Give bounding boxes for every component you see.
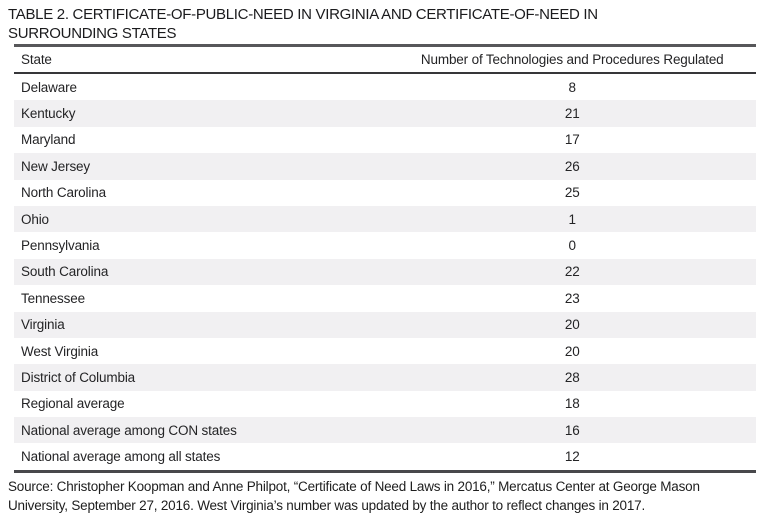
table-title: TABLE 2. CERTIFICATE-OF-PUBLIC-NEED IN V…	[8, 6, 598, 42]
regulated-count-cell: 25	[564, 185, 580, 201]
table-row: South Carolina 22	[14, 258, 756, 286]
state-name-cell: Regional average	[21, 396, 125, 412]
source-note: Source: Christopher Koopman and Anne Phi…	[8, 478, 700, 514]
state-name-cell: District of Columbia	[21, 369, 136, 385]
table-row: Pennsylvania 0	[14, 232, 756, 258]
table-row: Maryland 17	[14, 127, 756, 153]
column-header-count: Number of Technologies and Procedures Re…	[388, 47, 756, 74]
state-name-cell: National average among CON states	[21, 422, 237, 438]
state-name-cell: Ohio	[21, 211, 49, 227]
header-row: State Number of Technologies and Procedu…	[14, 47, 756, 74]
regulated-count-cell: 0	[568, 238, 577, 254]
table-body: Delaware 8 Kentucky 21 Maryland 17 New J…	[14, 73, 756, 470]
regulated-count-cell: 22	[564, 264, 580, 280]
table-row: West Virginia 20	[14, 338, 756, 364]
regulated-count-cell: 16	[564, 422, 580, 438]
state-name-cell: Maryland	[21, 132, 76, 148]
state-name-cell: Virginia	[21, 317, 65, 333]
regulated-count-cell: 18	[564, 396, 580, 412]
table-row: National average among all states 12	[14, 443, 756, 469]
regulated-count-cell: 20	[564, 317, 580, 333]
table-row: Regional average 18	[14, 391, 756, 417]
state-name-cell: South Carolina	[21, 264, 109, 280]
state-name-cell: North Carolina	[21, 185, 106, 201]
regulated-count-cell: 21	[564, 106, 580, 122]
table-row: New Jersey 26	[14, 153, 756, 180]
state-name-cell: National average among all states	[21, 449, 221, 465]
column-header-state: State	[14, 47, 389, 74]
table-row: Virginia 20	[14, 311, 756, 338]
regulated-count-cell: 12	[564, 449, 580, 465]
state-name-cell: West Virginia	[21, 343, 99, 359]
state-name-cell: Kentucky	[21, 106, 76, 122]
data-table: State Number of Technologies and Procedu…	[14, 44, 756, 473]
table-row: Tennessee 23	[14, 285, 756, 311]
table-row: Delaware 8	[14, 73, 756, 100]
table-row: North Carolina 25	[14, 180, 756, 206]
regulated-count-cell: 17	[564, 132, 580, 148]
state-name-cell: New Jersey	[21, 158, 91, 174]
state-name-cell: Pennsylvania	[21, 238, 100, 254]
table-row: Kentucky 21	[14, 100, 756, 127]
state-name-cell: Tennessee	[21, 290, 85, 306]
page: TABLE 2. CERTIFICATE-OF-PUBLIC-NEED IN V…	[0, 5, 768, 515]
table-row: District of Columbia 28	[14, 364, 756, 391]
regulated-count-cell: 8	[568, 79, 577, 95]
regulated-count-cell: 26	[564, 158, 580, 174]
state-name-cell: Delaware	[21, 79, 77, 95]
regulated-count-cell: 20	[564, 343, 580, 359]
regulated-count-cell: 28	[564, 369, 580, 385]
table-row: National average among CON states 16	[14, 417, 756, 444]
regulated-count-cell: 23	[564, 290, 580, 306]
regulated-count-cell: 1	[568, 211, 577, 227]
table-row: Ohio 1	[14, 205, 756, 233]
